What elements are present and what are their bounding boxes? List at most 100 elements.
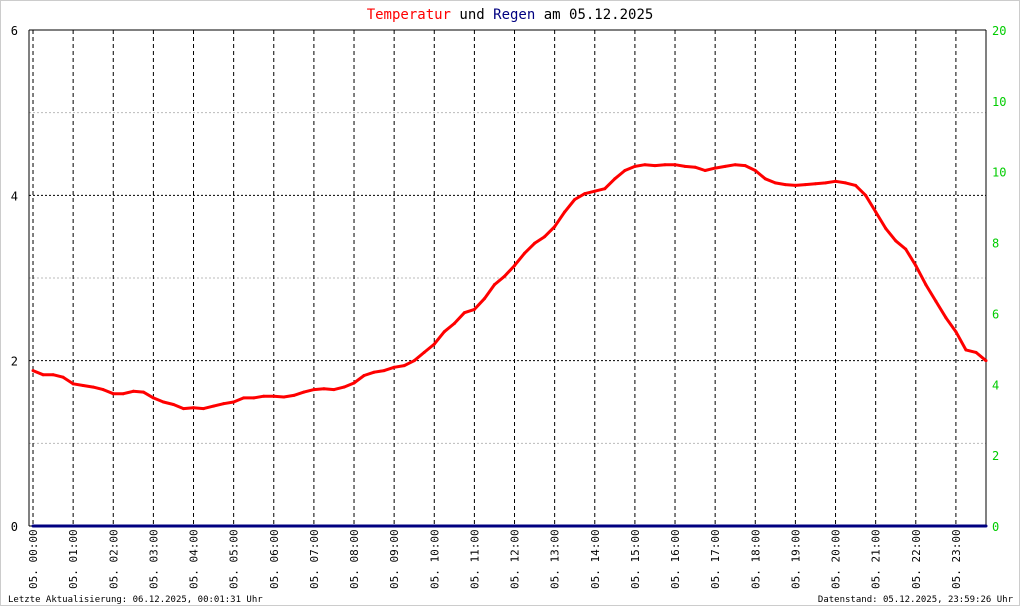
footer-last-update: Letzte Aktualisierung: 06.12.2025, 00:01…	[8, 595, 263, 605]
temperature-point	[41, 373, 45, 377]
temperature-point	[543, 235, 547, 239]
temperature-point	[894, 239, 898, 243]
temperature-point	[412, 359, 416, 363]
y-left-tick-label: 0	[11, 520, 18, 534]
temperature-point	[332, 388, 336, 392]
temperature-point	[733, 163, 737, 167]
temperature-point	[783, 183, 787, 187]
temperature-point	[91, 385, 95, 389]
temperature-point	[482, 297, 486, 301]
y-right-tick-label: 20	[992, 24, 1006, 38]
temperature-point	[472, 307, 476, 311]
temperature-point	[502, 274, 506, 278]
grid-layer	[29, 29, 986, 526]
temperature-point	[743, 164, 747, 168]
temperature-point	[823, 181, 827, 185]
temperature-point	[151, 396, 155, 400]
y-left-tick-label: 2	[11, 355, 18, 369]
temperature-point	[452, 321, 456, 325]
x-tick-label: 05. 04:00	[188, 529, 201, 589]
temperature-point	[121, 392, 125, 396]
temperature-point	[342, 385, 346, 389]
y-right-tick-label: 10	[992, 95, 1006, 109]
temperature-point	[944, 316, 948, 320]
temperature-point	[111, 392, 115, 396]
x-tick-label: 05. 03:00	[147, 529, 160, 589]
temperature-point	[432, 342, 436, 346]
series-layer	[31, 163, 988, 528]
x-tick-label: 05. 18:00	[749, 529, 762, 589]
x-tick-label: 05. 22:00	[910, 529, 923, 589]
temperature-point	[272, 394, 276, 398]
chart-title: Temperatur und Regen am 05.12.2025	[367, 7, 654, 23]
temperature-point	[81, 383, 85, 387]
temperature-point	[222, 402, 226, 406]
temperature-point	[673, 163, 677, 167]
temperature-point	[212, 404, 216, 408]
x-tick-label: 05. 10:00	[428, 529, 441, 589]
x-tick-label: 05. 08:00	[348, 529, 361, 589]
x-tick-label: 05. 00:00	[27, 529, 40, 589]
temperature-point	[904, 247, 908, 251]
temperature-point	[292, 393, 296, 397]
temperature-point	[803, 183, 807, 187]
temperature-point	[713, 166, 717, 170]
y-right-tick-label: 2	[992, 449, 999, 463]
x-tick-label: 05. 20:00	[830, 529, 843, 589]
x-tick-label: 05. 01:00	[67, 529, 80, 589]
temperature-point	[181, 407, 185, 411]
temperature-point	[262, 394, 266, 398]
temperature-point	[462, 311, 466, 315]
temperature-point	[653, 164, 657, 168]
temperature-point	[663, 163, 667, 167]
temperature-line	[32, 163, 987, 411]
temperature-point	[924, 283, 928, 287]
temperature-point	[583, 192, 587, 196]
title-and: und	[451, 7, 493, 23]
temperature-point	[914, 264, 918, 268]
temperature-point	[242, 396, 246, 400]
temperature-point	[141, 390, 145, 394]
temperature-point	[422, 350, 426, 354]
y-right-tick-label: 10	[992, 166, 1006, 180]
x-tick-label: 05. 11:00	[468, 529, 481, 589]
temperature-point	[813, 182, 817, 186]
temperature-point	[362, 374, 366, 378]
temperature-point	[844, 181, 848, 185]
temperature-point	[302, 390, 306, 394]
y-right-tick-label: 4	[992, 378, 999, 392]
temperature-point	[192, 406, 196, 410]
temperature-point	[232, 400, 236, 404]
temperature-point	[834, 179, 838, 183]
temperature-point	[553, 225, 557, 229]
temperature-point	[252, 396, 256, 400]
x-tick-label: 05. 02:00	[107, 529, 120, 589]
series-temperature	[31, 163, 988, 411]
label-layer: 0 2 4 6 0 2 4 6 8 10 10 20 05. 00:00 05. 01:00 05. 02:…	[11, 24, 1007, 589]
temperature-point	[171, 402, 175, 406]
y-right-tick-label: 8	[992, 237, 999, 251]
title-temperature: Temperatur	[367, 7, 451, 23]
temperature-point	[382, 369, 386, 373]
temperature-point	[773, 181, 777, 185]
x-tick-label: 05. 07:00	[308, 529, 321, 589]
temperature-point	[874, 210, 878, 214]
temperature-point	[643, 163, 647, 167]
temperature-point	[31, 369, 35, 373]
temperature-point	[613, 177, 617, 181]
temperature-point	[492, 283, 496, 287]
temperature-point	[603, 187, 607, 191]
x-tick-label: 05. 12:00	[509, 529, 522, 589]
temperature-point	[793, 183, 797, 187]
temperature-point	[51, 373, 55, 377]
temperature-point	[202, 407, 206, 411]
temperature-point	[392, 365, 396, 369]
x-tick-label: 05. 09:00	[388, 529, 401, 589]
rain-point	[31, 524, 35, 528]
temperature-point	[372, 370, 376, 374]
temperature-point	[523, 251, 527, 255]
y-left-tick-label: 4	[11, 189, 18, 203]
x-tick-label: 05. 15:00	[629, 529, 642, 589]
y-left-tick-label: 6	[11, 24, 18, 38]
